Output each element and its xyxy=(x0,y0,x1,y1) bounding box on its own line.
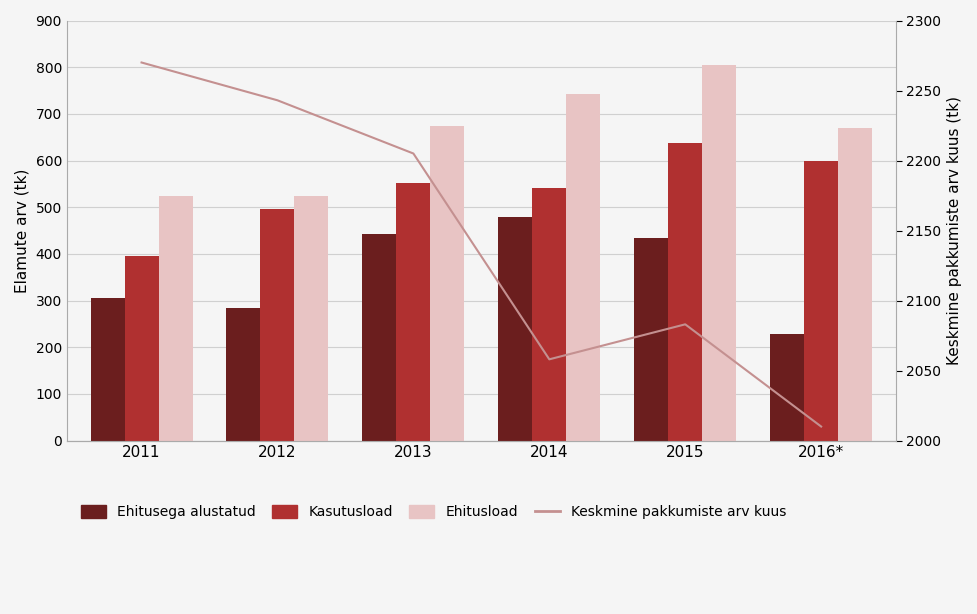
Bar xyxy=(770,334,804,440)
Bar xyxy=(702,65,737,440)
Bar xyxy=(431,125,464,440)
Bar xyxy=(668,143,702,440)
Y-axis label: Elamute arv (tk): Elamute arv (tk) xyxy=(15,168,30,293)
Bar xyxy=(567,94,600,440)
Bar xyxy=(124,256,158,440)
Bar xyxy=(261,209,294,440)
Bar xyxy=(532,188,567,440)
Bar xyxy=(838,128,872,440)
Y-axis label: Keskmine pakkumiste arv kuus (tk): Keskmine pakkumiste arv kuus (tk) xyxy=(947,96,962,365)
Bar xyxy=(498,217,532,440)
Bar xyxy=(91,298,124,440)
Bar xyxy=(294,195,328,440)
Bar xyxy=(362,235,397,440)
Bar xyxy=(804,160,838,440)
Bar xyxy=(397,184,431,440)
Bar xyxy=(158,195,192,440)
Bar xyxy=(227,308,261,440)
Bar xyxy=(634,238,668,440)
Legend: Ehitusega alustatud, Kasutusload, Ehitusload, Keskmine pakkumiste arv kuus: Ehitusega alustatud, Kasutusload, Ehitus… xyxy=(73,498,793,526)
